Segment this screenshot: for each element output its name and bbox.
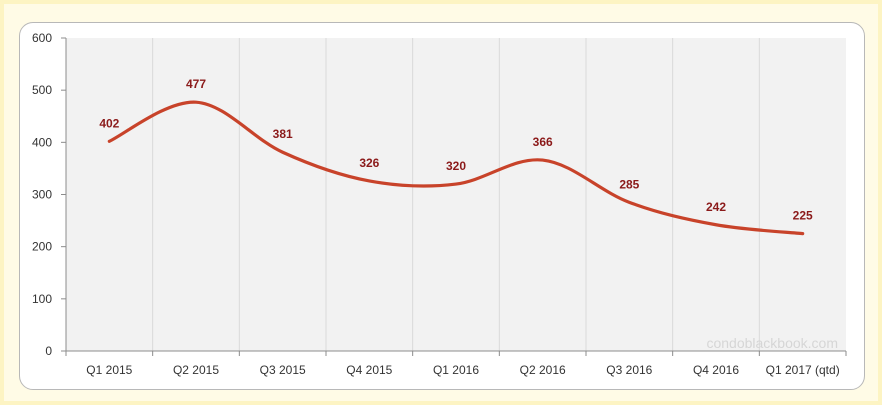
- x-tick-label: Q1 2016: [433, 363, 479, 377]
- data-label: 381: [273, 127, 293, 141]
- data-label: 366: [533, 135, 553, 149]
- x-tick-label: Q3 2015: [260, 363, 306, 377]
- x-axis: Q1 2015 Q2 2015 Q3 2015 Q4 2015 Q1 2016 Q2 20…: [65, 350, 847, 377]
- y-tick-label: 100: [32, 292, 52, 306]
- data-label: 402: [99, 116, 119, 130]
- y-tick-label: 200: [32, 240, 52, 254]
- data-labels: 402 477 381 326 320 366 285 242 225: [99, 77, 813, 222]
- x-tick-label: Q3 2016: [606, 363, 652, 377]
- plot-area: [66, 38, 846, 351]
- gridlines: [152, 38, 760, 351]
- data-label: 225: [793, 209, 813, 223]
- watermark-text: condoblackbook.com: [706, 335, 838, 351]
- y-tick-label: 600: [32, 31, 52, 45]
- data-label: 477: [186, 77, 206, 91]
- data-label: 326: [359, 156, 379, 170]
- y-tick-label: 400: [32, 135, 52, 149]
- series-line: [107, 100, 805, 236]
- y-tick-label: 500: [32, 83, 52, 97]
- y-axis: 0 100 200 300 400 500 600: [32, 31, 67, 358]
- data-label: 320: [446, 159, 466, 173]
- data-label: 242: [706, 200, 726, 214]
- x-tick-label: Q4 2016: [693, 363, 739, 377]
- x-tick-label: Q2 2015: [173, 363, 219, 377]
- x-tick-label: Q1 2015: [86, 363, 132, 377]
- x-tick-label: Q2 2016: [520, 363, 566, 377]
- y-tick-label: 0: [45, 344, 52, 358]
- x-tick-label: Q1 2017 (qtd): [766, 363, 840, 377]
- x-tick-label: Q4 2015: [346, 363, 392, 377]
- data-label: 285: [619, 177, 639, 191]
- y-tick-label: 300: [32, 188, 52, 202]
